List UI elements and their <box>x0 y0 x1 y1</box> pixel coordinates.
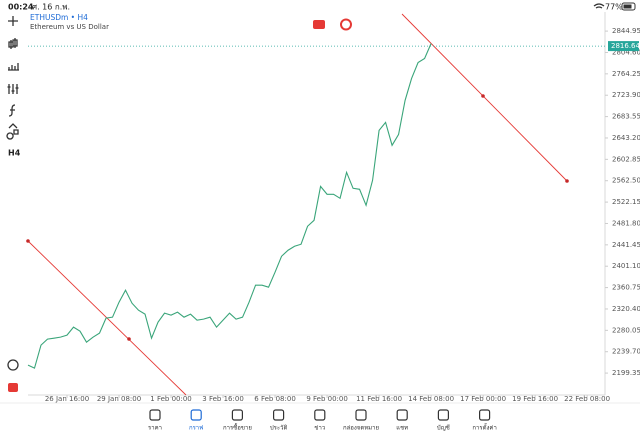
x-tick-label: 1 Feb 00:00 <box>150 395 191 403</box>
y-tick-label: 2441.45 <box>612 241 640 249</box>
tab-label[interactable]: ข่าว <box>314 425 325 432</box>
tab-icon[interactable] <box>231 409 243 421</box>
tab-label[interactable]: กล่องจดหมาย <box>343 425 379 432</box>
tab-icon[interactable] <box>437 409 449 421</box>
buy-button[interactable] <box>340 18 352 31</box>
x-tick-label: 22 Feb 08:00 <box>564 395 610 403</box>
chart-type-tool[interactable] <box>8 38 18 49</box>
battery-text: 77% <box>605 3 623 12</box>
y-tick-label: 2522.15 <box>612 198 640 206</box>
tab-icon[interactable] <box>273 409 285 421</box>
function-tool[interactable] <box>8 104 16 117</box>
settings-tool[interactable] <box>7 84 19 94</box>
trade-tool[interactable] <box>8 383 18 392</box>
y-tick-label: 2804.60 <box>612 48 640 56</box>
trend-point <box>565 179 569 183</box>
y-tick-label: 2683.55 <box>612 113 640 121</box>
y-tick-label: 2562.50 <box>612 177 640 185</box>
battery-level <box>623 4 632 9</box>
x-tick-label: 26 Jan 16:00 <box>45 395 89 403</box>
trend-point <box>481 94 485 98</box>
tab-label[interactable]: ราคา <box>148 425 162 432</box>
tab-icon[interactable] <box>190 409 202 421</box>
symbol[interactable]: ETHUSDm • H4 <box>30 13 88 22</box>
left-toolbar: H4 <box>6 16 21 392</box>
x-tick-label: 11 Feb 16:00 <box>356 395 402 403</box>
sell-button[interactable] <box>313 20 325 29</box>
tab-label[interactable]: การซื้อขาย <box>223 422 252 432</box>
y-tick-label: 2643.20 <box>612 134 640 142</box>
tab-icon[interactable] <box>355 409 367 421</box>
x-tick-label: 9 Feb 00:00 <box>306 395 347 403</box>
price-line <box>27 43 432 369</box>
timeframe[interactable]: H4 <box>8 149 21 158</box>
tab-icon[interactable] <box>314 409 326 421</box>
y-tick-label: 2280.05 <box>612 326 640 334</box>
tab-icon[interactable] <box>396 409 408 421</box>
trend-point <box>26 239 30 243</box>
x-tick-label: 29 Jan 08:00 <box>97 395 141 403</box>
tab-label[interactable]: บัญชี <box>437 424 450 432</box>
clock-tool[interactable] <box>7 359 19 371</box>
y-tick-label: 2602.85 <box>612 155 640 163</box>
indicators-tool[interactable] <box>8 63 19 71</box>
battery-icon <box>621 2 636 11</box>
trend-line[interactable] <box>401 13 568 182</box>
y-tick-label: 2723.90 <box>612 91 640 99</box>
trend-point <box>127 337 131 341</box>
trend-lines <box>26 13 569 396</box>
symbol-description: Ethereum vs US Dollar <box>30 23 109 31</box>
y-tick-label: 2481.80 <box>612 219 640 227</box>
status-time: 00:24 <box>8 3 34 12</box>
last-price-badge <box>608 41 639 52</box>
y-tick-label: 2360.75 <box>612 284 640 292</box>
tab-label[interactable]: ประวัติ <box>270 425 288 432</box>
y-tick-label: 2320.40 <box>612 305 640 313</box>
tab-bar: ราคา กราฟ การซื้อขาย ประวัติ ข่าว กล่องจดหมาย… <box>148 409 497 432</box>
last-price-label: 2816.64 <box>611 42 640 50</box>
y-tick-label: 2764.25 <box>612 70 640 78</box>
status-date: ศ. 16 ก.พ. <box>32 3 70 12</box>
y-tick-label: 2199.35 <box>612 369 640 377</box>
tab-label[interactable]: กราฟ <box>189 425 203 432</box>
y-tick-label: 2239.70 <box>612 348 640 356</box>
x-tick-label: 3 Feb 16:00 <box>202 395 243 403</box>
shapes-tool[interactable] <box>6 123 19 140</box>
wifi-icon <box>593 3 605 9</box>
x-tick-label: 14 Feb 08:00 <box>408 395 454 403</box>
tab-label[interactable]: การตั้งค่า <box>472 422 496 432</box>
crosshair-tool[interactable] <box>8 16 18 26</box>
x-tick-label: 19 Feb 16:00 <box>512 395 558 403</box>
x-tick-label: 6 Feb 08:00 <box>254 395 295 403</box>
tab-icon[interactable] <box>479 409 491 421</box>
x-tick-label: 17 Feb 00:00 <box>460 395 506 403</box>
tab-icon[interactable] <box>149 409 161 421</box>
y-tick-label: 2844.95 <box>612 27 640 35</box>
tab-label[interactable]: แชท <box>396 425 408 432</box>
y-tick-label: 2401.10 <box>612 262 640 270</box>
